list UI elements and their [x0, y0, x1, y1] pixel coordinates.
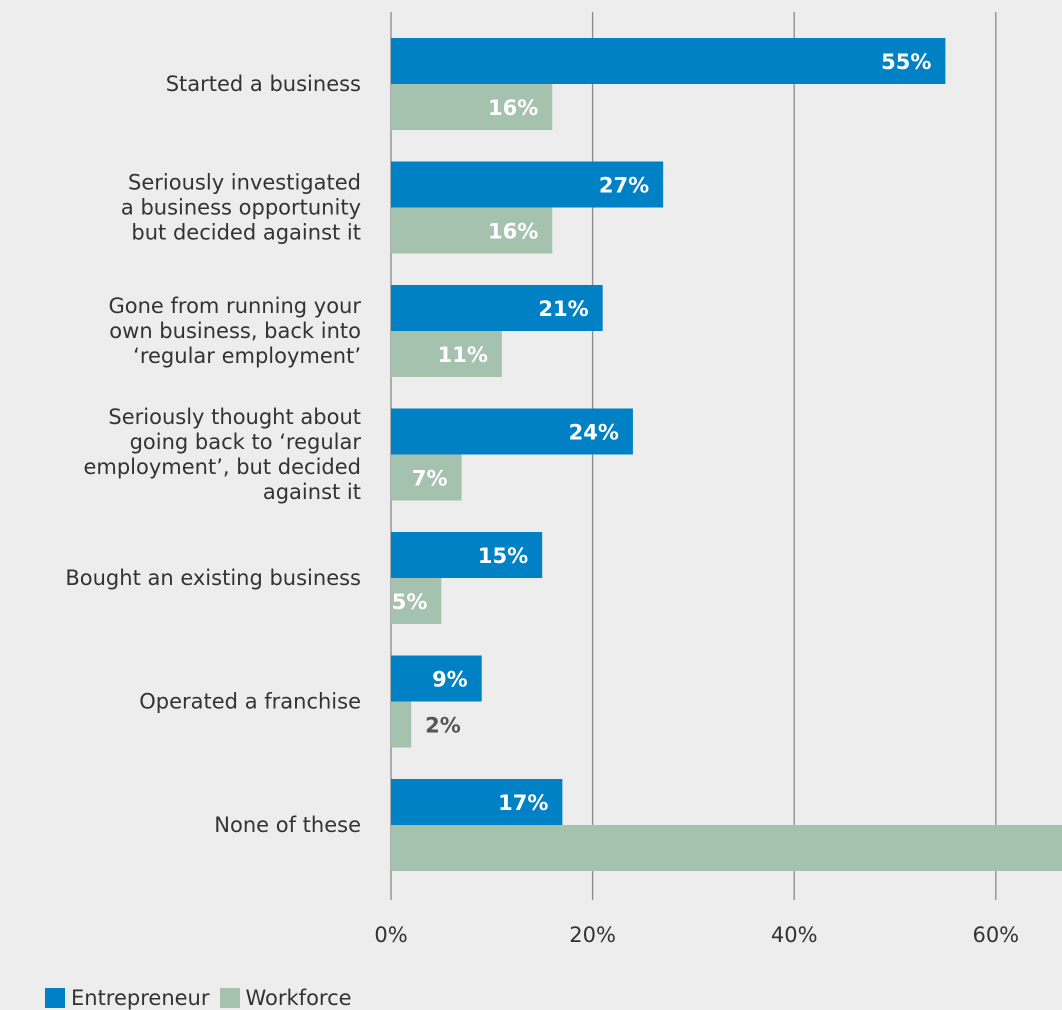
bar-workforce: [391, 825, 1062, 871]
x-axis-tick-labels: 0% 20% 40% 60%: [374, 923, 1019, 947]
x-tick-label: 40%: [771, 923, 818, 947]
category-label: Gone from running your own business, back…: [108, 294, 361, 368]
category-label: Operated a franchise: [139, 690, 361, 714]
category-label: None of these: [214, 813, 361, 837]
category-label: Seriously investigated a business opportu…: [121, 171, 361, 245]
bar-workforce: [391, 331, 502, 377]
bar-entrepreneur: [391, 532, 543, 578]
x-tick-label: 20%: [569, 923, 616, 947]
bar-entrepreneur: [391, 655, 482, 702]
data-label-entrepreneur: 21%: [538, 297, 588, 321]
bar-workforce: [391, 578, 442, 624]
legend-item-workforce: Workforce: [219, 986, 352, 1010]
bar-data-labels: 55%16%27%16%21%11%24%7%15%5%9%2%17%80%: [392, 50, 932, 815]
data-label-workforce: 2%: [425, 714, 461, 738]
gridlines: [390, 12, 997, 900]
data-label-workforce: 16%: [488, 96, 538, 120]
data-label-entrepreneur: 17%: [498, 791, 548, 815]
bar-entrepreneur: [391, 38, 946, 84]
data-label-entrepreneur: 27%: [599, 174, 649, 198]
category-labels: Started a business Seriously investigated…: [65, 72, 361, 837]
legend-label-workforce: Workforce: [245, 986, 352, 1010]
bar-workforce: [391, 207, 553, 254]
bar-entrepreneur: [391, 161, 664, 208]
data-label-workforce: 5%: [392, 590, 428, 614]
category-label: Seriously thought about going back to ‘re…: [83, 405, 361, 504]
category-label: Started a business: [166, 72, 361, 96]
x-tick-label: 60%: [972, 923, 1019, 947]
data-label-workforce: 11%: [438, 343, 488, 367]
data-label-entrepreneur: 9%: [432, 668, 468, 692]
legend-item-entrepreneur: Entrepreneur: [45, 986, 210, 1010]
data-label-entrepreneur: 15%: [478, 544, 528, 568]
bar-workforce: [391, 701, 412, 748]
data-label-workforce: 7%: [412, 467, 448, 491]
bar-entrepreneur: [391, 285, 603, 331]
data-label-entrepreneur: 24%: [569, 421, 619, 445]
x-tick-label: 0%: [374, 923, 407, 947]
category-label: Bought an existing business: [65, 566, 361, 590]
bar-entrepreneur: [391, 408, 633, 455]
bar-entrepreneur: [391, 779, 563, 825]
legend-swatch-entrepreneur: [45, 988, 65, 1008]
bar-workforce: [391, 84, 553, 130]
legend: Entrepreneur Workforce: [45, 986, 352, 1010]
legend-label-entrepreneur: Entrepreneur: [71, 986, 210, 1010]
bars: [391, 38, 1062, 871]
data-label-workforce: 16%: [488, 220, 538, 244]
bar-workforce: [391, 454, 462, 501]
legend-swatch-workforce: [219, 988, 240, 1008]
data-label-entrepreneur: 55%: [881, 50, 931, 74]
